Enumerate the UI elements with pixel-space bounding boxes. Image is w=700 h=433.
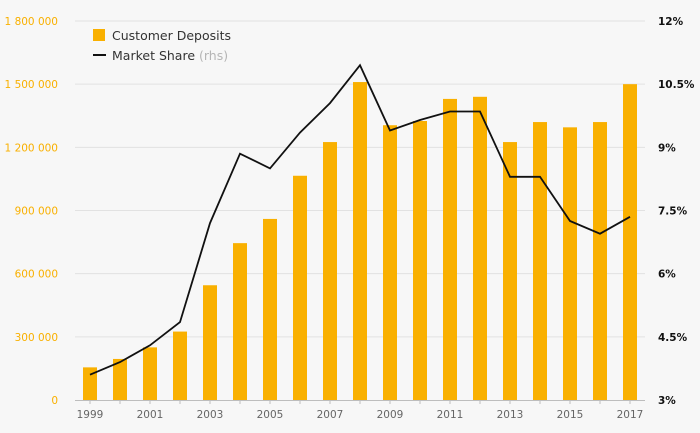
bar-2010 <box>413 121 427 400</box>
right-tick-label: 3% <box>658 395 676 407</box>
legend-market-share-suffix: (rhs) <box>199 48 228 63</box>
right-tick-label: 6% <box>658 269 676 281</box>
x-tick-label-2005: 2005 <box>257 409 284 421</box>
bar-2006 <box>293 175 307 400</box>
bar-2014 <box>533 122 547 401</box>
bar-2003 <box>203 285 217 400</box>
x-tick-label-2017: 2017 <box>617 409 644 421</box>
left-tick-label: 1 500 000 <box>5 79 58 91</box>
x-tick-label-2011: 2011 <box>437 409 464 421</box>
left-tick-label: 300 000 <box>15 332 58 344</box>
bar-2015 <box>563 127 577 400</box>
legend: Customer Deposits Market Share (rhs) <box>93 28 231 63</box>
left-tick-label: 900 000 <box>15 206 58 218</box>
x-tick-label-2013: 2013 <box>497 409 524 421</box>
x-tick-label-2003: 2003 <box>197 409 224 421</box>
left-tick-label: 1 200 000 <box>5 142 58 154</box>
bar-2001 <box>143 347 157 400</box>
right-axis: 3% 4.5% 6% 7.5% 9% 10.5% 12% <box>658 16 695 407</box>
line-series-market-share <box>89 63 631 376</box>
bar-2013 <box>503 142 517 400</box>
bar-2002 <box>173 331 187 400</box>
x-tick-label-2007: 2007 <box>317 409 344 421</box>
bar-2004 <box>233 243 247 400</box>
left-tick-label: 600 000 <box>15 269 58 281</box>
x-tick-label-1999: 1999 <box>77 409 104 421</box>
right-tick-label: 7.5% <box>658 206 688 218</box>
bar-2007 <box>323 142 337 400</box>
left-tick-label: 0 <box>51 395 58 407</box>
market-share-line <box>89 63 631 376</box>
bar-series-customer-deposits <box>83 82 637 401</box>
bar-2008 <box>353 82 367 401</box>
legend-swatch-customer-deposits <box>93 29 105 41</box>
bar-2009 <box>383 125 397 400</box>
left-tick-label: 1 800 000 <box>5 16 58 28</box>
bar-2016 <box>593 122 607 401</box>
bar-2011 <box>443 98 457 401</box>
x-tick-label-2001: 2001 <box>137 409 164 421</box>
bar-2017 <box>623 84 637 401</box>
bar-2000 <box>113 358 127 400</box>
x-tick-label-2009: 2009 <box>377 409 404 421</box>
x-tick-label-2015: 2015 <box>557 409 584 421</box>
bar-2012 <box>473 96 487 401</box>
right-tick-label: 4.5% <box>658 332 688 344</box>
bar-2005 <box>263 218 277 400</box>
right-tick-label: 10.5% <box>658 79 695 91</box>
right-tick-label: 12% <box>658 16 684 28</box>
legend-market-share-name: Market Share <box>112 48 195 63</box>
right-tick-label: 9% <box>658 142 676 154</box>
x-axis: 1999 2001 2003 2005 2007 2009 2011 2013 2015 2017 <box>75 400 645 421</box>
legend-label-customer-deposits: Customer Deposits <box>112 28 231 43</box>
bar-1999 <box>83 367 97 400</box>
left-axis: 0 300 000 600 000 900 000 1 200 000 1 500 000… <box>5 16 58 407</box>
legend-label-market-share: Market Share (rhs) <box>112 48 228 63</box>
